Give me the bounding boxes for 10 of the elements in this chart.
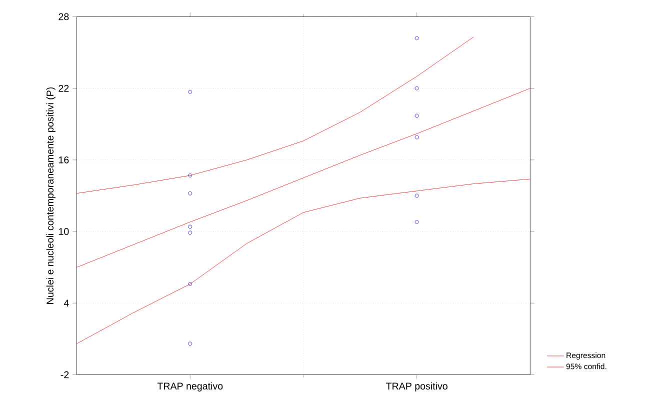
y-axis-title: Nuclei e nucleoli contemporaneamente positivi (P) [46,87,56,304]
x-tick-label: TRAP negativo [157,382,223,392]
y-tick-label: 4 [64,300,69,306]
y-tick-label: 10 [58,228,69,235]
y-tick-label: -2 [60,371,69,378]
y-tick-label: 22 [58,84,69,92]
y-tick-label: 28 [58,13,69,20]
x-tick-label: TRAP positivo [386,382,448,392]
y-tick-label: 16 [58,156,69,164]
line-series [76,36,474,194]
